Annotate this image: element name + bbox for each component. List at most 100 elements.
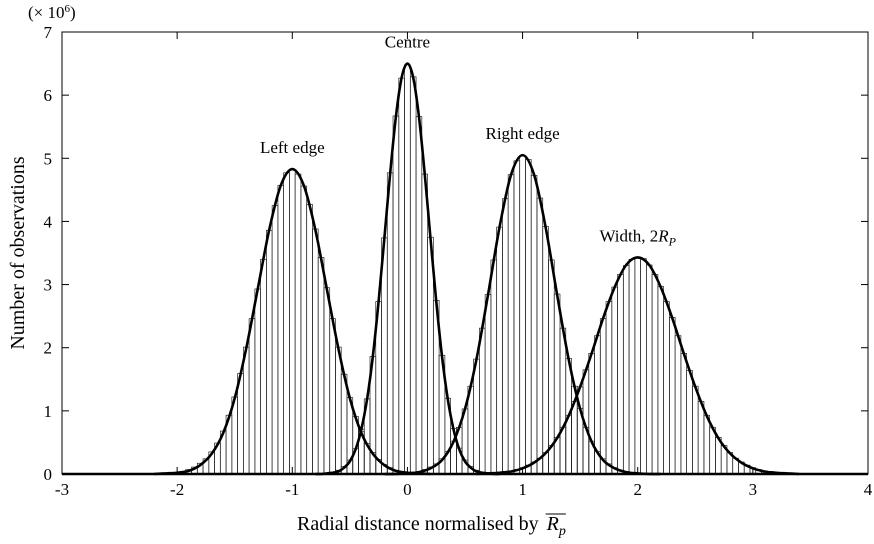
curve-label: Width, 2RP <box>599 226 676 248</box>
histogram-bar <box>479 327 486 475</box>
histogram-bar <box>294 173 302 475</box>
histogram-bar <box>680 353 688 475</box>
histogram-bar <box>686 370 693 475</box>
histogram-bar <box>398 77 405 475</box>
y-multiplier-sup: 6 <box>65 3 71 15</box>
histogram-bar <box>611 286 618 475</box>
histogram-bar <box>271 205 279 475</box>
x-tick-label: -3 <box>55 480 69 499</box>
histogram-bar <box>484 294 492 475</box>
y-tick-label: 0 <box>44 465 53 484</box>
y-multiplier: (× 106) <box>28 3 76 22</box>
y-tick-label: 3 <box>44 276 53 295</box>
histogram-bar <box>317 257 325 475</box>
histogram-bar <box>340 373 348 475</box>
x-tick-label: 0 <box>403 480 412 499</box>
y-multiplier-text: (× 10 <box>28 3 65 22</box>
x-tick-label: -1 <box>285 480 299 499</box>
histogram-bar <box>243 346 250 475</box>
fit-curve <box>315 62 500 476</box>
histogram-bar <box>559 426 567 475</box>
x-axis-label-symbol-sub: p <box>558 524 566 539</box>
histogram-bar <box>260 258 267 475</box>
histogram-bar <box>553 293 561 475</box>
y-tick-label: 2 <box>44 339 53 358</box>
histogram-bar <box>507 174 515 475</box>
histogram-bar <box>409 76 417 475</box>
fit-curve <box>476 256 799 476</box>
x-tick-label: 4 <box>864 480 873 499</box>
histogram-bar <box>571 401 578 475</box>
histogram-bar <box>634 257 641 475</box>
histogram-bar <box>496 226 503 475</box>
histogram-bar <box>622 265 630 475</box>
histogram-bar <box>565 414 572 475</box>
curve-label-text: Width, 2 <box>599 226 658 245</box>
histogram-bar <box>277 185 284 475</box>
histogram-bar <box>525 159 532 475</box>
histogram-bar <box>559 327 567 475</box>
histogram-bar <box>248 318 256 475</box>
histogram-bar <box>617 274 624 475</box>
histogram-bar <box>657 286 664 475</box>
histogram-bar <box>323 287 331 475</box>
fit-curve <box>154 167 431 476</box>
histogram-bar <box>312 228 319 475</box>
histogram-bar <box>415 116 423 475</box>
curve-label-sub: P <box>668 234 677 248</box>
x-axis-label: Radial distance normalised by <box>297 513 539 535</box>
histogram-bar <box>490 259 498 475</box>
histogram-bar <box>697 401 705 475</box>
y-tick-label: 5 <box>44 149 53 168</box>
histogram-bar <box>335 346 342 475</box>
histogram-bar <box>530 174 538 475</box>
y-multiplier-close: ) <box>70 3 76 22</box>
y-tick-label: 1 <box>44 402 53 421</box>
x-tick-label: 2 <box>633 480 642 499</box>
histogram-bar <box>674 335 682 475</box>
histogram-bar <box>519 155 526 475</box>
curve-label: Centre <box>385 33 430 52</box>
histogram-bar <box>651 274 659 475</box>
curve-label: Right edge <box>486 124 560 143</box>
histogram-bar <box>628 258 636 475</box>
histogram-bar <box>473 358 480 475</box>
fit-curve <box>384 153 661 476</box>
y-tick-label: 7 <box>44 23 53 42</box>
curve-label-symbol: R <box>657 226 669 245</box>
histogram-bar <box>289 169 296 475</box>
histogram-bar <box>536 197 544 475</box>
curve-label: Left edge <box>260 138 325 157</box>
histogram-bar <box>709 426 716 475</box>
y-axis-label: Number of observations <box>7 156 29 350</box>
histogram-bar <box>404 64 411 475</box>
histogram-bar <box>669 317 676 475</box>
histogram-bar <box>306 204 313 475</box>
histogram-bar <box>663 301 670 475</box>
x-tick-label: 3 <box>749 480 758 499</box>
histogram-bar <box>645 264 653 475</box>
histogram-bar <box>421 173 428 475</box>
histogram-bar <box>254 288 261 475</box>
x-axis-label-symbol: Rp <box>546 513 566 539</box>
histogram-bar <box>283 172 290 475</box>
histogram-bar <box>605 301 613 475</box>
histogram-bar <box>542 226 549 475</box>
histogram-bar <box>703 414 711 475</box>
histogram-bar <box>300 185 308 475</box>
histogram-bar <box>329 318 336 475</box>
histogram-bar <box>513 160 521 475</box>
y-tick-label: 6 <box>44 86 53 105</box>
histogram-bar <box>266 229 273 475</box>
histogram-bar <box>640 258 647 475</box>
x-tick-label: 1 <box>518 480 527 499</box>
x-tick-label: -2 <box>170 480 184 499</box>
x-axis-label-symbol-base: R <box>546 513 559 535</box>
histogram-bar <box>386 172 394 475</box>
histogram-bar <box>502 198 509 475</box>
histogram-bar <box>392 115 400 475</box>
histogram-bar <box>588 353 595 475</box>
y-tick-label: 4 <box>44 212 53 231</box>
